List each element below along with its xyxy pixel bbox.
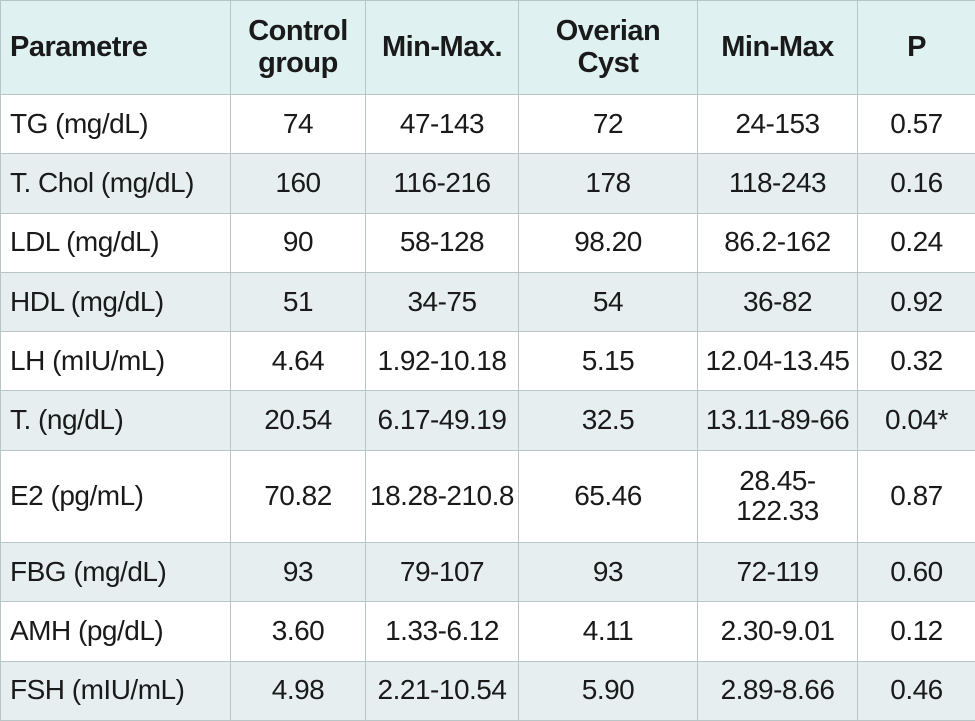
cell-parameter: T. Chol (mg/dL)	[0, 153, 231, 214]
cell-control-range: 1.92-10.18	[365, 331, 519, 392]
cell-control-value: 51	[230, 271, 366, 333]
table-row: T. (ng/dL) 20.54 6.17-49.19 32.5 13.11-8…	[0, 390, 975, 451]
cell-p-value: 0.57	[857, 93, 975, 155]
cell-control-range: 58-128	[365, 212, 519, 273]
cell-cyst-value: 4.11	[518, 601, 698, 662]
cell-p-value: 0.46	[857, 660, 975, 721]
table-row: HDL (mg/dL) 51 34-75 54 36-82 0.92	[0, 271, 975, 333]
cell-control-range: 79-107	[365, 542, 519, 603]
cell-cyst-value: 5.90	[518, 660, 698, 721]
cell-control-value: 3.60	[230, 601, 366, 662]
cell-control-value: 4.98	[230, 660, 366, 721]
cell-control-value: 90	[230, 212, 366, 273]
cell-cyst-range: 36-82	[697, 271, 858, 333]
header-parametre: Parametre	[0, 0, 231, 95]
header-control-group: Control group	[230, 0, 366, 95]
cell-p-value: 0.92	[857, 271, 975, 333]
cell-cyst-value: 72	[518, 93, 698, 155]
cell-control-range: 2.21-10.54	[365, 660, 519, 721]
cell-control-value: 20.54	[230, 390, 366, 451]
header-p-value: P	[857, 0, 975, 95]
cell-p-value: 0.24	[857, 212, 975, 273]
cell-parameter: LDL (mg/dL)	[0, 212, 231, 273]
cell-cyst-range: 118-243	[697, 153, 858, 214]
cell-cyst-range: 12.04-13.45	[697, 331, 858, 392]
cell-p-value: 0.12	[857, 601, 975, 662]
table-row: E2 (pg/mL) 70.82 18.28-210.8 65.46 28.45…	[0, 449, 975, 544]
table-row: LDL (mg/dL) 90 58-128 98.20 86.2-162 0.2…	[0, 212, 975, 273]
table-row: T. Chol (mg/dL) 160 116-216 178 118-243 …	[0, 153, 975, 214]
cell-parameter: HDL (mg/dL)	[0, 271, 231, 333]
cell-control-range: 116-216	[365, 153, 519, 214]
cell-control-range: 47-143	[365, 93, 519, 155]
cell-control-value: 74	[230, 93, 366, 155]
cell-cyst-value: 178	[518, 153, 698, 214]
cell-control-value: 70.82	[230, 449, 366, 544]
cell-cyst-value: 32.5	[518, 390, 698, 451]
cell-parameter: E2 (pg/mL)	[0, 449, 231, 544]
cell-cyst-value: 65.46	[518, 449, 698, 544]
cell-cyst-value: 5.15	[518, 331, 698, 392]
cell-p-value: 0.32	[857, 331, 975, 392]
cell-cyst-range: 72-119	[697, 542, 858, 603]
table-row: TG (mg/dL) 74 47-143 72 24-153 0.57	[0, 93, 975, 155]
cell-control-value: 93	[230, 542, 366, 603]
cell-cyst-range: 2.30-9.01	[697, 601, 858, 662]
cell-parameter: FBG (mg/dL)	[0, 542, 231, 603]
cell-p-value: 0.87	[857, 449, 975, 544]
table-row: LH (mIU/mL) 4.64 1.92-10.18 5.15 12.04-1…	[0, 331, 975, 392]
cell-p-value: 0.16	[857, 153, 975, 214]
cell-control-range: 1.33-6.12	[365, 601, 519, 662]
header-control-min-max: Min-Max.	[365, 0, 519, 95]
cell-parameter: AMH (pg/dL)	[0, 601, 231, 662]
cell-p-value: 0.60	[857, 542, 975, 603]
cell-control-value: 4.64	[230, 331, 366, 392]
cell-cyst-value: 54	[518, 271, 698, 333]
cell-cyst-range: 86.2-162	[697, 212, 858, 273]
header-cyst-min-max: Min-Max	[697, 0, 858, 95]
cell-cyst-range: 2.89-8.66	[697, 660, 858, 721]
table-row: AMH (pg/dL) 3.60 1.33-6.12 4.11 2.30-9.0…	[0, 601, 975, 662]
cell-parameter: TG (mg/dL)	[0, 93, 231, 155]
cell-cyst-value: 98.20	[518, 212, 698, 273]
cell-cyst-range: 24-153	[697, 93, 858, 155]
cell-parameter: FSH (mIU/mL)	[0, 660, 231, 721]
cell-control-value: 160	[230, 153, 366, 214]
header-overian-cyst: Overian Cyst	[518, 0, 698, 95]
cell-p-value: 0.04*	[857, 390, 975, 451]
cell-control-range: 6.17-49.19	[365, 390, 519, 451]
header-row: Parametre Control group Min-Max. Overian…	[0, 0, 975, 95]
table-row: FSH (mIU/mL) 4.98 2.21-10.54 5.90 2.89-8…	[0, 660, 975, 721]
cell-control-range: 18.28-210.8	[365, 449, 519, 544]
table-row: FBG (mg/dL) 93 79-107 93 72-119 0.60	[0, 542, 975, 603]
cell-control-range: 34-75	[365, 271, 519, 333]
cell-parameter: T. (ng/dL)	[0, 390, 231, 451]
cell-cyst-range: 13.11-89-66	[697, 390, 858, 451]
cell-cyst-value: 93	[518, 542, 698, 603]
cell-cyst-range: 28.45-122.33	[697, 449, 858, 544]
cell-parameter: LH (mIU/mL)	[0, 331, 231, 392]
